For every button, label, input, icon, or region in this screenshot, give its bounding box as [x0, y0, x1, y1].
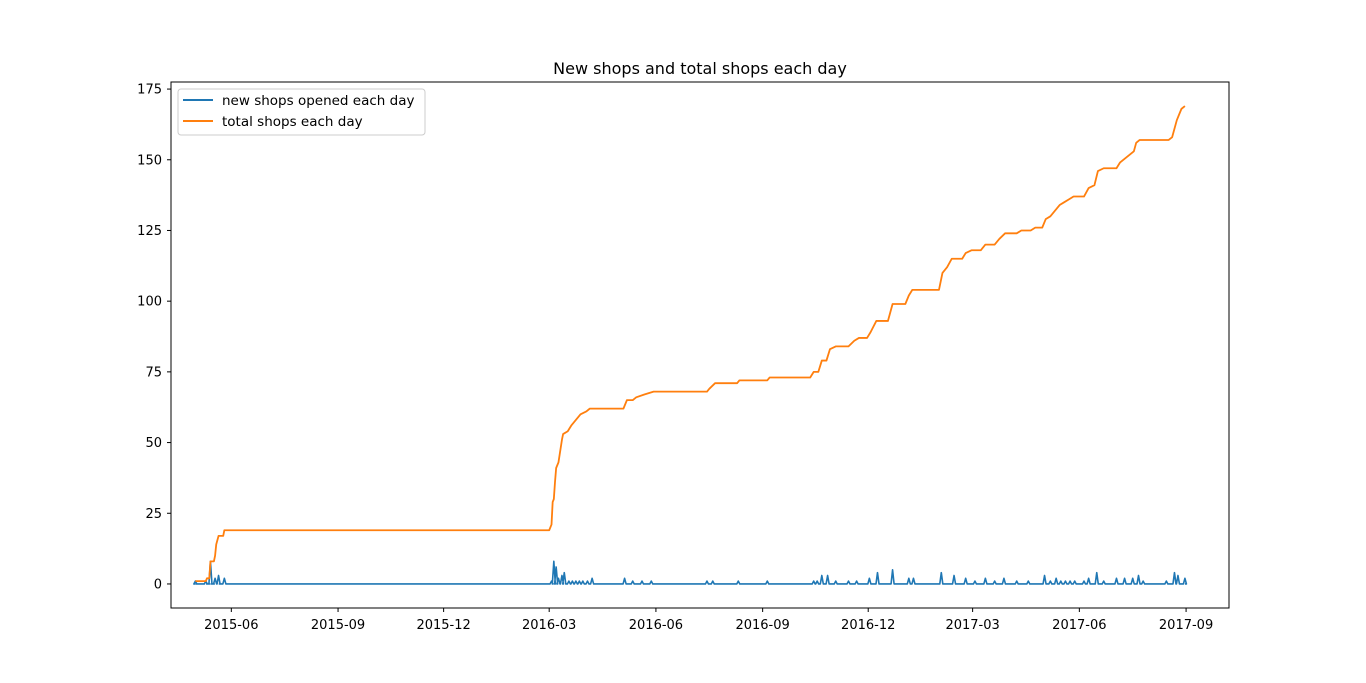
y-tick-label: 0: [154, 577, 162, 592]
plot-frame: [170, 81, 1230, 609]
series-line-total-shops: [195, 105, 1186, 583]
y-tick-label: 75: [145, 365, 162, 380]
y-tick-label: 175: [137, 83, 162, 98]
x-tick-label: 2016-03: [522, 618, 576, 633]
x-tick-label: 2016-09: [735, 618, 789, 633]
y-tick-label: 50: [145, 436, 162, 451]
x-tick-label: 2017-03: [945, 618, 999, 633]
x-tick-label: 2016-06: [629, 618, 683, 633]
series-layer: [193, 105, 1188, 585]
legend: new shops opened each day total shops ea…: [177, 88, 426, 136]
y-axis: 0 25 50 75 100 125 150 175: [137, 83, 171, 592]
x-tick-label: 2015-12: [416, 618, 470, 633]
x-tick-label: 2015-06: [204, 618, 258, 633]
x-tick-label: 2017-09: [1159, 618, 1213, 633]
series-line-new-shops: [193, 560, 1188, 585]
x-axis: 2015-06 2015-09 2015-12 2016-03 2016-06 2016-…: [204, 608, 1213, 633]
y-tick-label: 150: [137, 153, 162, 168]
y-tick-label: 125: [137, 224, 162, 239]
x-tick-label: 2017-06: [1052, 618, 1106, 633]
x-tick-label: 2016-12: [841, 618, 895, 633]
chart-title: New shops and total shops each day: [553, 59, 847, 78]
legend-box: [177, 88, 426, 136]
legend-label-new-shops: new shops opened each day: [222, 93, 414, 109]
y-tick-label: 25: [145, 507, 162, 522]
y-tick-label: 100: [137, 295, 162, 310]
legend-label-total-shops: total shops each day: [222, 114, 363, 130]
x-tick-label: 2015-09: [311, 618, 365, 633]
